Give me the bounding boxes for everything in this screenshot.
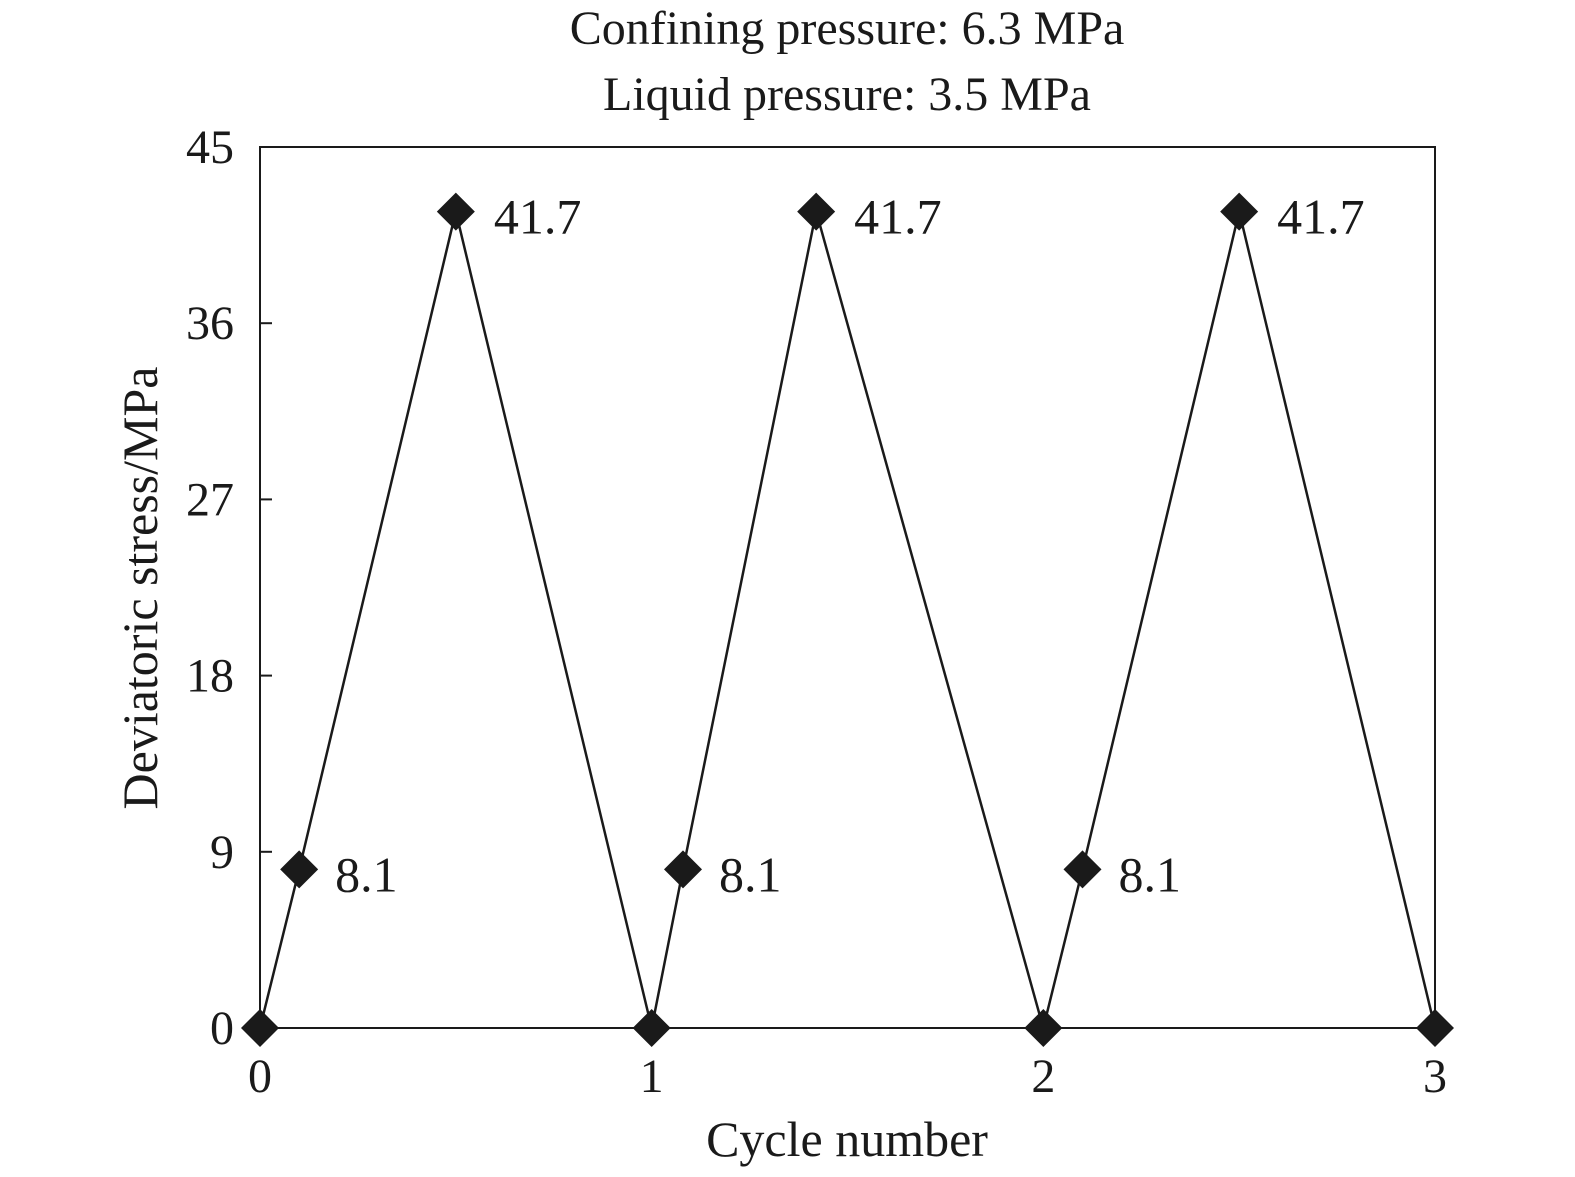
data-point-marker xyxy=(664,850,702,889)
x-tick-label: 3 xyxy=(1423,1050,1447,1103)
data-label: 8.1 xyxy=(335,846,398,902)
chart-title-line-2: Liquid pressure: 3.5 MPa xyxy=(603,68,1091,121)
data-point-marker xyxy=(280,850,319,889)
data-label: 8.1 xyxy=(1119,846,1182,902)
series-marker-layer xyxy=(241,192,1454,1047)
y-tick-label: 0 xyxy=(210,1002,234,1055)
data-point-marker xyxy=(1220,192,1259,231)
data-label: 41.7 xyxy=(854,189,942,245)
y-tick-label: 36 xyxy=(186,297,234,350)
data-point-marker xyxy=(241,1009,279,1047)
chart-title-line-1: Confining pressure: 6.3 MPa xyxy=(570,2,1125,55)
data-label: 41.7 xyxy=(1277,189,1365,245)
plot-area-frame xyxy=(259,146,1436,1029)
data-point-marker xyxy=(1416,1009,1454,1047)
data-point-marker xyxy=(797,192,836,231)
data-label-layer: 8.1 41.7 8.1 41.7 8.1 41.7 xyxy=(335,189,1365,903)
data-point-marker xyxy=(1024,1009,1063,1047)
data-point-marker xyxy=(436,192,475,231)
x-axis-title: Cycle number xyxy=(706,1111,988,1167)
y-tick-label: 9 xyxy=(210,826,234,879)
series-line-layer xyxy=(258,211,1437,1033)
y-tick-label: 27 xyxy=(186,473,234,526)
data-label: 8.1 xyxy=(719,846,782,902)
series-line xyxy=(258,211,1437,1033)
y-tick-label: 45 xyxy=(186,121,234,174)
x-tick-label: 2 xyxy=(1031,1050,1055,1103)
axis-ticks: 0 9 18 27 36 45 0 1 2 3 xyxy=(186,121,1447,1103)
data-label: 41.7 xyxy=(494,189,582,245)
data-point-marker xyxy=(632,1009,671,1047)
y-axis-title: Deviatoric stress/MPa xyxy=(112,367,168,810)
y-tick-label: 18 xyxy=(186,650,234,703)
data-point-marker xyxy=(1063,850,1102,889)
x-tick-label: 1 xyxy=(640,1050,664,1103)
x-tick-label: 0 xyxy=(248,1050,272,1103)
